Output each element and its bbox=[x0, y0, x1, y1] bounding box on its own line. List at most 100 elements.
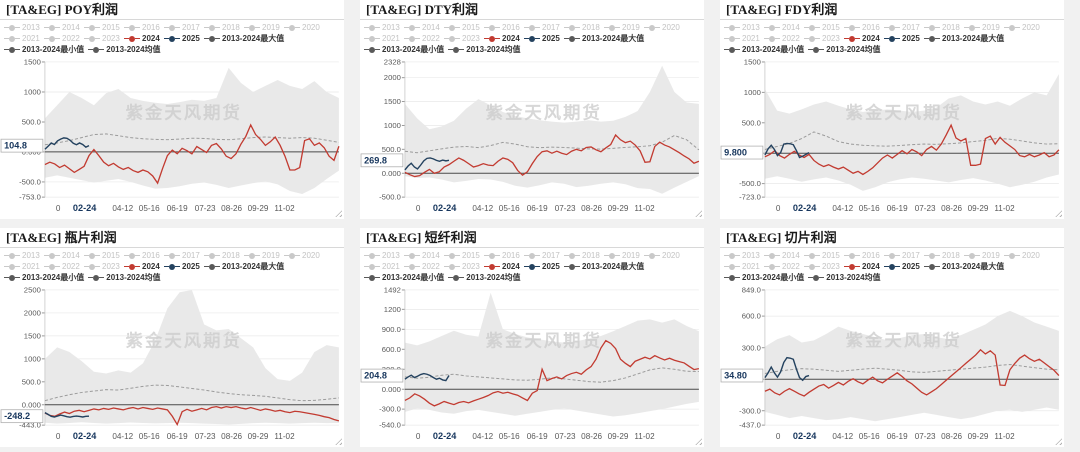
legend-item-2016[interactable]: 2016 bbox=[124, 22, 160, 33]
legend-item-2017[interactable]: 2017 bbox=[164, 22, 200, 33]
legend-item-mean[interactable]: 2013-2024均值 bbox=[808, 44, 881, 55]
legend-item-2015[interactable]: 2015 bbox=[84, 250, 120, 261]
legend-item-2018[interactable]: 2018 bbox=[924, 250, 960, 261]
legend-item-2015[interactable]: 2015 bbox=[84, 22, 120, 33]
legend-item-2023[interactable]: 2023 bbox=[804, 33, 840, 44]
legend-item-2025[interactable]: 2025 bbox=[524, 33, 560, 44]
legend-item-2016[interactable]: 2016 bbox=[484, 22, 520, 33]
legend-item-2022[interactable]: 2022 bbox=[44, 261, 80, 272]
legend-item-2014[interactable]: 2014 bbox=[404, 250, 440, 261]
resize-handle[interactable] bbox=[695, 210, 702, 217]
legend-item-min[interactable]: 2013-2024最小值 bbox=[364, 272, 444, 283]
legend-item-min[interactable]: 2013-2024最小值 bbox=[724, 272, 804, 283]
legend-item-mean[interactable]: 2013-2024均值 bbox=[88, 44, 161, 55]
legend-item-2018[interactable]: 2018 bbox=[204, 22, 240, 33]
legend-item-2024[interactable]: 2024 bbox=[124, 33, 160, 44]
legend-item-2013[interactable]: 2013 bbox=[724, 22, 760, 33]
legend-item-mean[interactable]: 2013-2024均值 bbox=[808, 272, 881, 283]
legend-item-2025[interactable]: 2025 bbox=[524, 261, 560, 272]
legend-item-2014[interactable]: 2014 bbox=[404, 22, 440, 33]
legend-item-2016[interactable]: 2016 bbox=[844, 250, 880, 261]
legend-item-2016[interactable]: 2016 bbox=[484, 250, 520, 261]
legend-item-2022[interactable]: 2022 bbox=[404, 33, 440, 44]
legend-item-mean[interactable]: 2013-2024均值 bbox=[88, 272, 161, 283]
legend-item-2020[interactable]: 2020 bbox=[644, 22, 680, 33]
legend-item-2020[interactable]: 2020 bbox=[284, 22, 320, 33]
resize-handle[interactable] bbox=[1055, 210, 1062, 217]
resize-handle[interactable] bbox=[695, 438, 702, 445]
legend-item-2019[interactable]: 2019 bbox=[964, 22, 1000, 33]
legend-item-2024[interactable]: 2024 bbox=[124, 261, 160, 272]
resize-handle[interactable] bbox=[335, 210, 342, 217]
legend-item-2019[interactable]: 2019 bbox=[964, 250, 1000, 261]
legend-item-2021[interactable]: 2021 bbox=[724, 261, 760, 272]
legend-item-max[interactable]: 2013-2024最大值 bbox=[924, 33, 1004, 44]
legend-item-2016[interactable]: 2016 bbox=[124, 250, 160, 261]
legend-item-max[interactable]: 2013-2024最大值 bbox=[564, 261, 644, 272]
legend-item-min[interactable]: 2013-2024最小值 bbox=[4, 44, 84, 55]
legend-item-2022[interactable]: 2022 bbox=[764, 261, 800, 272]
legend-item-min[interactable]: 2013-2024最小值 bbox=[4, 272, 84, 283]
legend-item-2013[interactable]: 2013 bbox=[724, 250, 760, 261]
legend-item-2015[interactable]: 2015 bbox=[444, 22, 480, 33]
resize-handle[interactable] bbox=[1055, 438, 1062, 445]
legend-item-2024[interactable]: 2024 bbox=[844, 33, 880, 44]
legend-item-2013[interactable]: 2013 bbox=[364, 22, 400, 33]
legend-item-2022[interactable]: 2022 bbox=[44, 33, 80, 44]
legend-item-2014[interactable]: 2014 bbox=[764, 250, 800, 261]
legend-item-2013[interactable]: 2013 bbox=[4, 22, 40, 33]
legend-item-2025[interactable]: 2025 bbox=[164, 33, 200, 44]
legend-item-2022[interactable]: 2022 bbox=[764, 33, 800, 44]
legend-item-2025[interactable]: 2025 bbox=[164, 261, 200, 272]
legend-item-2015[interactable]: 2015 bbox=[804, 22, 840, 33]
legend-item-2021[interactable]: 2021 bbox=[4, 261, 40, 272]
legend-item-2017[interactable]: 2017 bbox=[524, 22, 560, 33]
legend-item-mean[interactable]: 2013-2024均值 bbox=[448, 272, 521, 283]
legend-item-2014[interactable]: 2014 bbox=[764, 22, 800, 33]
legend-item-min[interactable]: 2013-2024最小值 bbox=[724, 44, 804, 55]
legend-item-2014[interactable]: 2014 bbox=[44, 250, 80, 261]
legend-item-2024[interactable]: 2024 bbox=[484, 33, 520, 44]
legend-item-2023[interactable]: 2023 bbox=[84, 33, 120, 44]
legend-item-2024[interactable]: 2024 bbox=[484, 261, 520, 272]
legend-item-2023[interactable]: 2023 bbox=[84, 261, 120, 272]
legend-item-2019[interactable]: 2019 bbox=[244, 250, 280, 261]
legend-item-2017[interactable]: 2017 bbox=[164, 250, 200, 261]
legend-item-max[interactable]: 2013-2024最大值 bbox=[564, 33, 644, 44]
legend-item-2018[interactable]: 2018 bbox=[564, 250, 600, 261]
legend-item-2020[interactable]: 2020 bbox=[1004, 250, 1040, 261]
legend-item-2025[interactable]: 2025 bbox=[884, 33, 920, 44]
legend-item-2019[interactable]: 2019 bbox=[604, 250, 640, 261]
legend-item-2020[interactable]: 2020 bbox=[644, 250, 680, 261]
legend-item-max[interactable]: 2013-2024最大值 bbox=[924, 261, 1004, 272]
legend-item-2023[interactable]: 2023 bbox=[444, 33, 480, 44]
resize-handle[interactable] bbox=[335, 438, 342, 445]
legend-item-2015[interactable]: 2015 bbox=[444, 250, 480, 261]
legend-item-2018[interactable]: 2018 bbox=[564, 22, 600, 33]
legend-item-2019[interactable]: 2019 bbox=[604, 22, 640, 33]
legend-item-2023[interactable]: 2023 bbox=[804, 261, 840, 272]
legend-item-2025[interactable]: 2025 bbox=[884, 261, 920, 272]
legend-item-2020[interactable]: 2020 bbox=[1004, 22, 1040, 33]
legend-item-2013[interactable]: 2013 bbox=[364, 250, 400, 261]
legend-item-2023[interactable]: 2023 bbox=[444, 261, 480, 272]
legend-item-2017[interactable]: 2017 bbox=[884, 250, 920, 261]
legend-item-2021[interactable]: 2021 bbox=[724, 33, 760, 44]
legend-item-2021[interactable]: 2021 bbox=[364, 261, 400, 272]
legend-item-2018[interactable]: 2018 bbox=[924, 22, 960, 33]
legend-item-2022[interactable]: 2022 bbox=[404, 261, 440, 272]
legend-item-min[interactable]: 2013-2024最小值 bbox=[364, 44, 444, 55]
legend-item-2021[interactable]: 2021 bbox=[364, 33, 400, 44]
legend-item-2013[interactable]: 2013 bbox=[4, 250, 40, 261]
legend-item-max[interactable]: 2013-2024最大值 bbox=[204, 261, 284, 272]
legend-item-2024[interactable]: 2024 bbox=[844, 261, 880, 272]
legend-item-2019[interactable]: 2019 bbox=[244, 22, 280, 33]
legend-item-2016[interactable]: 2016 bbox=[844, 22, 880, 33]
legend-item-2020[interactable]: 2020 bbox=[284, 250, 320, 261]
legend-item-2015[interactable]: 2015 bbox=[804, 250, 840, 261]
legend-item-2021[interactable]: 2021 bbox=[4, 33, 40, 44]
legend-item-2018[interactable]: 2018 bbox=[204, 250, 240, 261]
legend-item-max[interactable]: 2013-2024最大值 bbox=[204, 33, 284, 44]
legend-item-2017[interactable]: 2017 bbox=[524, 250, 560, 261]
legend-item-2017[interactable]: 2017 bbox=[884, 22, 920, 33]
